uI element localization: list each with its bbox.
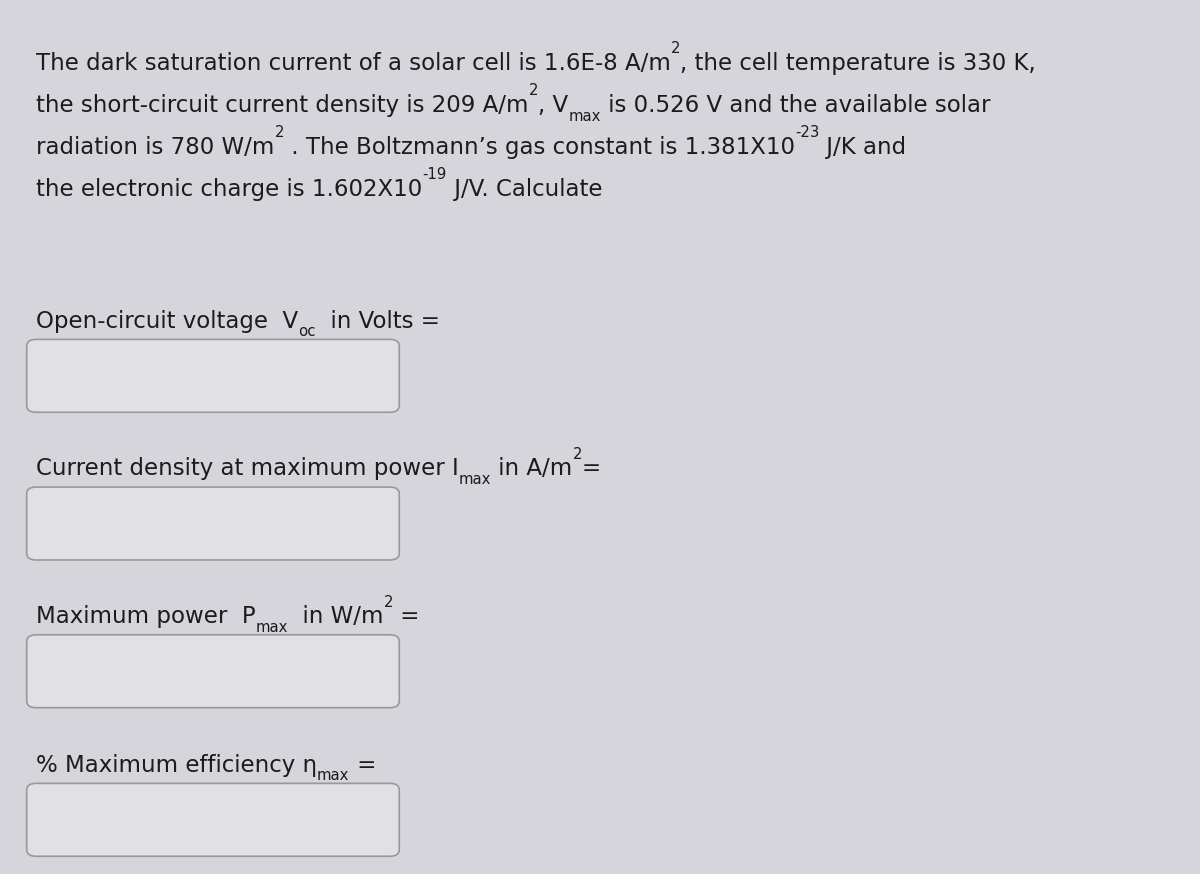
Text: oc: oc <box>298 324 316 339</box>
Text: -23: -23 <box>794 125 820 140</box>
Text: in Volts =: in Volts = <box>316 309 439 333</box>
Text: radiation is 780 W/m: radiation is 780 W/m <box>36 135 275 159</box>
Text: -19: -19 <box>422 167 446 182</box>
Text: , the cell temperature is 330 K,: , the cell temperature is 330 K, <box>680 52 1036 75</box>
Text: =: = <box>582 457 601 481</box>
Text: J/K and: J/K and <box>820 135 906 159</box>
Text: =: = <box>394 605 419 628</box>
Text: 2: 2 <box>671 41 680 56</box>
Text: J/V. Calculate: J/V. Calculate <box>446 177 602 201</box>
FancyBboxPatch shape <box>26 487 400 560</box>
Text: The dark saturation current of a solar cell is 1.6E-8 A/m: The dark saturation current of a solar c… <box>36 52 671 75</box>
FancyBboxPatch shape <box>26 783 400 857</box>
Text: max: max <box>568 108 600 123</box>
Text: , V: , V <box>538 94 568 117</box>
Text: 2: 2 <box>528 83 538 98</box>
Text: max: max <box>317 768 349 783</box>
Text: is 0.526 V and the available solar: is 0.526 V and the available solar <box>600 94 990 117</box>
Text: max: max <box>458 472 491 487</box>
Text: Current density at maximum power I: Current density at maximum power I <box>36 457 458 481</box>
Text: in W/m: in W/m <box>288 605 384 628</box>
Text: . The Boltzmann’s gas constant is 1.381X10: . The Boltzmann’s gas constant is 1.381X… <box>284 135 794 159</box>
Text: 2: 2 <box>572 447 582 461</box>
Text: in A/m: in A/m <box>491 457 572 481</box>
Text: 2: 2 <box>384 594 394 609</box>
FancyBboxPatch shape <box>26 339 400 413</box>
FancyBboxPatch shape <box>26 635 400 708</box>
Text: =: = <box>349 753 376 777</box>
Text: % Maximum efficiency η: % Maximum efficiency η <box>36 753 317 777</box>
Text: Open-circuit voltage  V: Open-circuit voltage V <box>36 309 298 333</box>
Text: the short-circuit current density is 209 A/m: the short-circuit current density is 209… <box>36 94 528 117</box>
Text: Maximum power  P: Maximum power P <box>36 605 256 628</box>
Text: the electronic charge is 1.602X10: the electronic charge is 1.602X10 <box>36 177 422 201</box>
Text: 2: 2 <box>275 125 284 140</box>
Text: max: max <box>256 620 288 635</box>
